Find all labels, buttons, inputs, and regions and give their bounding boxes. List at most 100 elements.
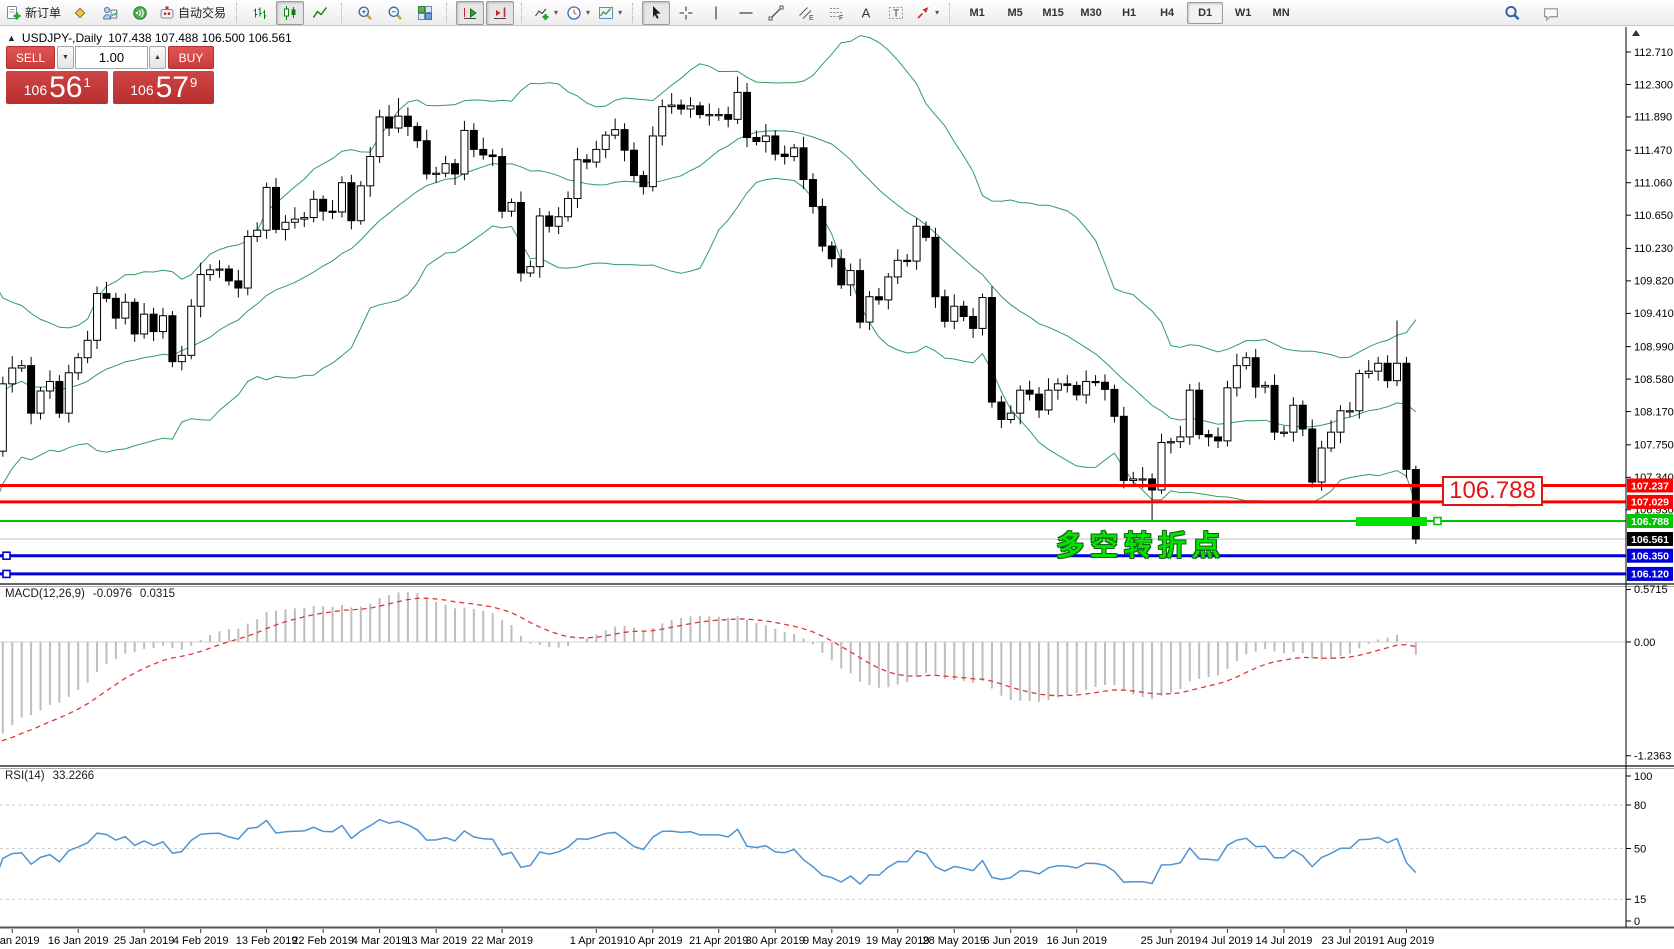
sell-price-box[interactable]: 106 56 1 xyxy=(6,71,108,104)
buy-button[interactable]: BUY xyxy=(168,46,214,69)
search-icon xyxy=(1504,5,1520,20)
price-chip-label: 106.350 xyxy=(1631,551,1669,563)
candle-body xyxy=(950,305,959,322)
autotrading-button[interactable]: 自动交易 xyxy=(156,1,229,25)
axis-tick-label: 0 xyxy=(1634,916,1640,928)
candle-body xyxy=(27,365,36,414)
candle-body xyxy=(309,198,318,219)
timeframe-w1[interactable]: W1 xyxy=(1234,6,1252,19)
candle-body xyxy=(987,297,996,403)
axis-tick-label: 0.00 xyxy=(1634,637,1655,649)
candle-body xyxy=(366,156,375,187)
candle-body xyxy=(356,185,365,222)
candle-body xyxy=(1006,412,1015,420)
templates-button[interactable]: ▾ xyxy=(595,1,625,25)
date-label: 22 Mar 2019 xyxy=(471,935,533,947)
auto-scroll-button[interactable] xyxy=(456,0,485,25)
price-chip xyxy=(1627,548,1673,563)
svg-text:F: F xyxy=(839,15,843,21)
zoom-in-button[interactable] xyxy=(351,1,379,25)
candle-body xyxy=(545,215,554,227)
indicators-button[interactable]: ▾ xyxy=(531,1,561,25)
chart-canvas[interactable]: 112.710 112.300 111.890 111.470 111.060 110.6… xyxy=(0,26,1674,949)
candle-body xyxy=(1082,380,1091,396)
horizontal-line-tool-button[interactable] xyxy=(732,1,760,25)
chart-shift-button[interactable] xyxy=(486,0,515,25)
date-label: 4 Feb 2019 xyxy=(173,935,229,947)
candle-body xyxy=(375,116,384,158)
channel-tool-button[interactable]: E xyxy=(792,1,820,25)
price-chip-label: 106.120 xyxy=(1631,569,1669,581)
buy-price-big: 57 xyxy=(155,71,189,104)
fibonacci-tool-button[interactable]: F xyxy=(822,1,850,25)
bollinger-band-line xyxy=(0,35,1417,359)
bar-chart-button[interactable] xyxy=(246,1,274,25)
volume-increase-button[interactable]: ▲ xyxy=(149,46,166,69)
timeframe-d1[interactable]: D1 xyxy=(1187,1,1224,24)
candle-body xyxy=(0,383,7,452)
new-order-button[interactable]: 新订单 xyxy=(3,1,64,25)
candle-body xyxy=(130,301,139,335)
date-label: 16 Jan 2019 xyxy=(48,935,109,947)
timeframe-h1[interactable]: H1 xyxy=(1122,6,1137,19)
axis-tick-label: 111.060 xyxy=(1634,177,1672,189)
candle-body xyxy=(611,129,620,136)
candle-body xyxy=(1176,436,1185,443)
text-tool-button[interactable]: A xyxy=(852,1,880,25)
chat-button[interactable] xyxy=(1537,1,1565,25)
data-window-button[interactable] xyxy=(96,1,124,25)
buy-price-box[interactable]: 106 57 9 xyxy=(112,71,214,104)
candle-body xyxy=(761,135,770,142)
timeframe-m5[interactable]: M5 xyxy=(1007,6,1023,19)
candle-body xyxy=(724,114,733,120)
volume-decrease-button[interactable]: ▼ xyxy=(57,46,74,69)
candlestick-chart-button[interactable] xyxy=(276,0,305,25)
candle-body xyxy=(808,179,817,207)
timeframe-mn[interactable]: MN xyxy=(1272,6,1290,19)
date-label: 9 May 2019 xyxy=(803,935,860,947)
chart-annotation-text[interactable]: 多空转折点 xyxy=(1056,530,1227,561)
candle-body xyxy=(601,134,610,150)
templates-icon xyxy=(598,5,614,21)
candle-body xyxy=(488,154,497,158)
vertical-line-tool-button[interactable] xyxy=(702,1,730,25)
candle-body xyxy=(743,91,752,139)
candle-body xyxy=(1364,370,1373,375)
candle-body xyxy=(64,372,73,414)
zoom-out-button[interactable] xyxy=(381,1,409,25)
cursor-tool-button[interactable] xyxy=(642,0,671,25)
timeframe-m15[interactable]: M15 xyxy=(1042,6,1064,19)
arrows-tool-button[interactable]: ▾ xyxy=(912,1,942,25)
candle-body xyxy=(1242,357,1251,367)
periods-button[interactable]: ▾ xyxy=(563,1,593,25)
date-label: 6 Jun 2019 xyxy=(984,935,1038,947)
candle-body xyxy=(516,201,525,274)
tile-windows-button[interactable] xyxy=(411,1,439,25)
search-button[interactable] xyxy=(1498,1,1526,25)
price-level-box[interactable]: 106.788 xyxy=(1442,476,1543,506)
candle-body xyxy=(403,115,412,127)
candle-body xyxy=(45,380,54,392)
line-chart-button[interactable] xyxy=(306,1,334,25)
candle-body xyxy=(931,236,940,298)
date-label: 1 Apr 2019 xyxy=(570,935,623,947)
market-watch-button[interactable] xyxy=(66,1,94,25)
trendline-tool-button[interactable] xyxy=(762,1,790,25)
candle-body xyxy=(158,315,167,333)
text-label-tool-button[interactable]: T xyxy=(882,1,910,25)
timeframe-m1[interactable]: M1 xyxy=(969,6,985,19)
volume-input[interactable]: 1.00 xyxy=(75,46,148,69)
timeframe-h4[interactable]: H4 xyxy=(1160,6,1175,19)
timeframe-m30[interactable]: M30 xyxy=(1080,6,1102,19)
symbol-info: ▲ USDJPY-,Daily 107.438 107.488 106.500 … xyxy=(7,31,292,45)
candle-body xyxy=(582,159,591,163)
crosshair-tool-button[interactable] xyxy=(672,1,700,25)
autotrading-label: 自动交易 xyxy=(178,6,227,20)
signal-button[interactable] xyxy=(126,1,154,25)
collapse-panel-icon[interactable]: ▲ xyxy=(7,33,16,43)
candle-body xyxy=(1402,362,1411,470)
sell-button[interactable]: SELL xyxy=(6,46,55,69)
ohlc-values: 107.438 107.488 106.500 106.561 xyxy=(108,31,292,45)
bollinger-band-line xyxy=(0,177,1417,505)
axis-tick-label: 50 xyxy=(1634,843,1646,855)
